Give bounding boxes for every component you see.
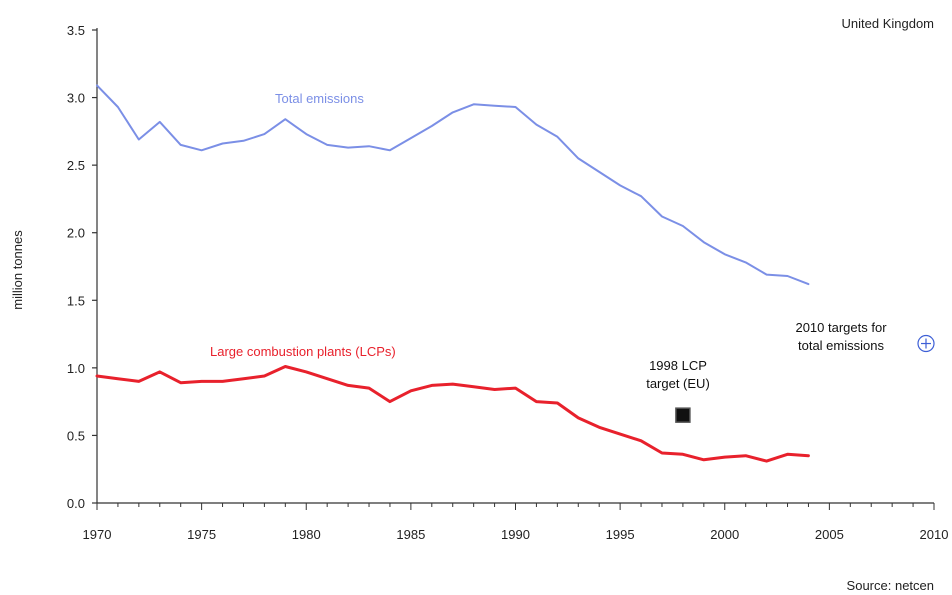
lcp-target-marker (675, 407, 691, 423)
x-tick-label: 1990 (501, 527, 530, 542)
x-tick-label: 2000 (710, 527, 739, 542)
y-tick-label: 3.0 (67, 91, 85, 106)
x-tick-label: 1985 (396, 527, 425, 542)
y-tick-label: 0.5 (67, 428, 85, 443)
y-tick-label: 1.5 (67, 293, 85, 308)
lcp-target-label-line-1: 1998 LCP (649, 358, 707, 373)
y-tick-label: 2.0 (67, 226, 85, 241)
target-circle (917, 334, 935, 353)
y-tick-label: 3.5 (67, 23, 85, 38)
total-target-label-line-1: 2010 targets for (795, 320, 887, 335)
x-tick-label: 1995 (606, 527, 635, 542)
y-tick-label: 0.0 (67, 496, 85, 511)
source-label: Source: netcen (847, 578, 934, 593)
total-emissions-line (96, 84, 810, 286)
chart-title: United Kingdom (842, 16, 935, 31)
x-tick-label: 1980 (292, 527, 321, 542)
series-label-total: Total emissions (275, 91, 364, 106)
y-tick-label: 2.5 (67, 158, 85, 173)
total-target-marker (917, 334, 935, 353)
series-label-lcp: Large combustion plants (LCPs) (210, 344, 396, 359)
lcp-target-label-line-2: target (EU) (646, 376, 710, 391)
x-tick-label: 2010 (920, 527, 949, 542)
x-axis: 1970 1975 1980 1985 1990 1995 2000 2005 2010 (83, 502, 949, 542)
lcp-emissions-line (95, 365, 810, 463)
x-tick-label: 1970 (83, 527, 112, 542)
x-tick-label: 2005 (815, 527, 844, 542)
total-target-label-line-2: total emissions (798, 338, 884, 353)
y-axis-label: million tonnes (10, 230, 25, 310)
y-axis: 0.0 0.5 1.0 1.5 2.0 2.5 3.0 3.5 (67, 23, 98, 511)
x-tick-label: 1975 (187, 527, 216, 542)
y-tick-label: 1.0 (67, 361, 85, 376)
